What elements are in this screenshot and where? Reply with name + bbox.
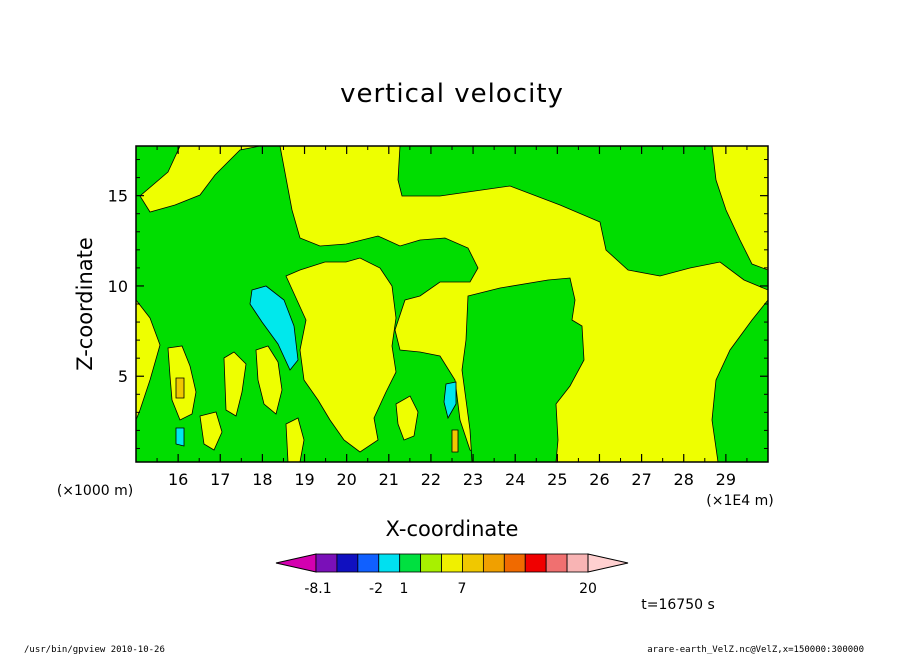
colorbar-segment: [462, 553, 484, 573]
cyan-core-2: [443, 381, 457, 420]
y-tick-label: 5: [118, 367, 128, 386]
x-tick-label: 20: [336, 470, 356, 489]
colorbar-segment: [482, 553, 505, 573]
footer-right: arare-earth_VelZ.nc@VelZ,x=150000:300000: [647, 645, 864, 654]
colorbar-segment: [524, 553, 547, 573]
y-axis-label: Z-coordinate: [73, 237, 97, 371]
yellow-island-8: [285, 417, 305, 462]
x-tick-label: 28: [674, 470, 694, 489]
x-tick-label: 24: [505, 470, 525, 489]
x-axis-label: X-coordinate: [386, 517, 519, 541]
colorbar-labels: -8.1 -2 1 7 20: [304, 581, 597, 597]
x-axis-unit: (×1E4 m): [706, 493, 773, 509]
x-tick-label: 27: [631, 470, 651, 489]
yellow-island-2: [136, 299, 161, 421]
green-region-right: [711, 299, 768, 462]
y-axis: 5 10 15: [108, 159, 768, 449]
colorbar-label-neg2: -2: [369, 581, 383, 597]
time-label: t=16750 s: [641, 597, 715, 613]
yellow-island-7: [395, 395, 419, 441]
colorbar-label-1: 1: [400, 581, 409, 597]
yellow-island-5: [255, 345, 283, 415]
colorbar-segment: [357, 553, 380, 573]
colorbar-label-min: -8.1: [304, 581, 331, 597]
colorbar-max-arrow: [587, 553, 629, 573]
x-tick-label: 21: [379, 470, 399, 489]
x-tick-label: 17: [210, 470, 230, 489]
yellow-island-4: [223, 351, 247, 417]
green-region-top-center: [300, 146, 768, 291]
x-tick-label: 18: [252, 470, 272, 489]
colorbar-segment: [441, 553, 463, 573]
cyan-core-1: [249, 285, 299, 371]
colorbar-label-7: 7: [458, 581, 467, 597]
colorbar-segment: [315, 553, 338, 573]
footer-left: /usr/bin/gpview 2010-10-26: [24, 645, 165, 654]
green-region-center: [461, 277, 585, 462]
colorbar-segment: [336, 553, 359, 573]
x-tick-label: 26: [589, 470, 609, 489]
x-tick-label: 22: [421, 470, 441, 489]
x-tick-label: 16: [168, 470, 188, 489]
x-axis: 16 17 18 19 20 21 22 23 24 25 26 27 28 29: [156, 146, 748, 489]
colorbar-segment: [378, 553, 401, 573]
y-tick-label: 15: [108, 187, 128, 206]
colorbar-segment: [503, 553, 526, 573]
colorbar-min-arrow: [275, 553, 317, 573]
cyan-core-3: [175, 427, 185, 447]
colorbar: [275, 553, 629, 573]
yellow-top-right: [711, 146, 768, 271]
x-tick-label: 29: [716, 470, 736, 489]
y-axis-unit: (×1000 m): [57, 483, 133, 499]
yellow-island-6: [199, 411, 223, 451]
colorbar-segment: [545, 553, 568, 573]
orange-spot-1: [175, 377, 185, 399]
colorbar-segment: [399, 553, 422, 573]
yellow-island-1: [285, 257, 397, 453]
x-tick-label: 23: [463, 470, 483, 489]
chart-title: vertical velocity: [340, 79, 564, 109]
x-tick-label: 25: [547, 470, 567, 489]
orange-spot-2: [451, 429, 459, 453]
colorbar-segment: [420, 553, 442, 573]
contour-field: [136, 146, 768, 462]
colorbar-segment: [566, 553, 589, 573]
y-tick-label: 10: [108, 277, 128, 296]
colorbar-label-max: 20: [579, 581, 597, 597]
x-tick-label: 19: [294, 470, 314, 489]
